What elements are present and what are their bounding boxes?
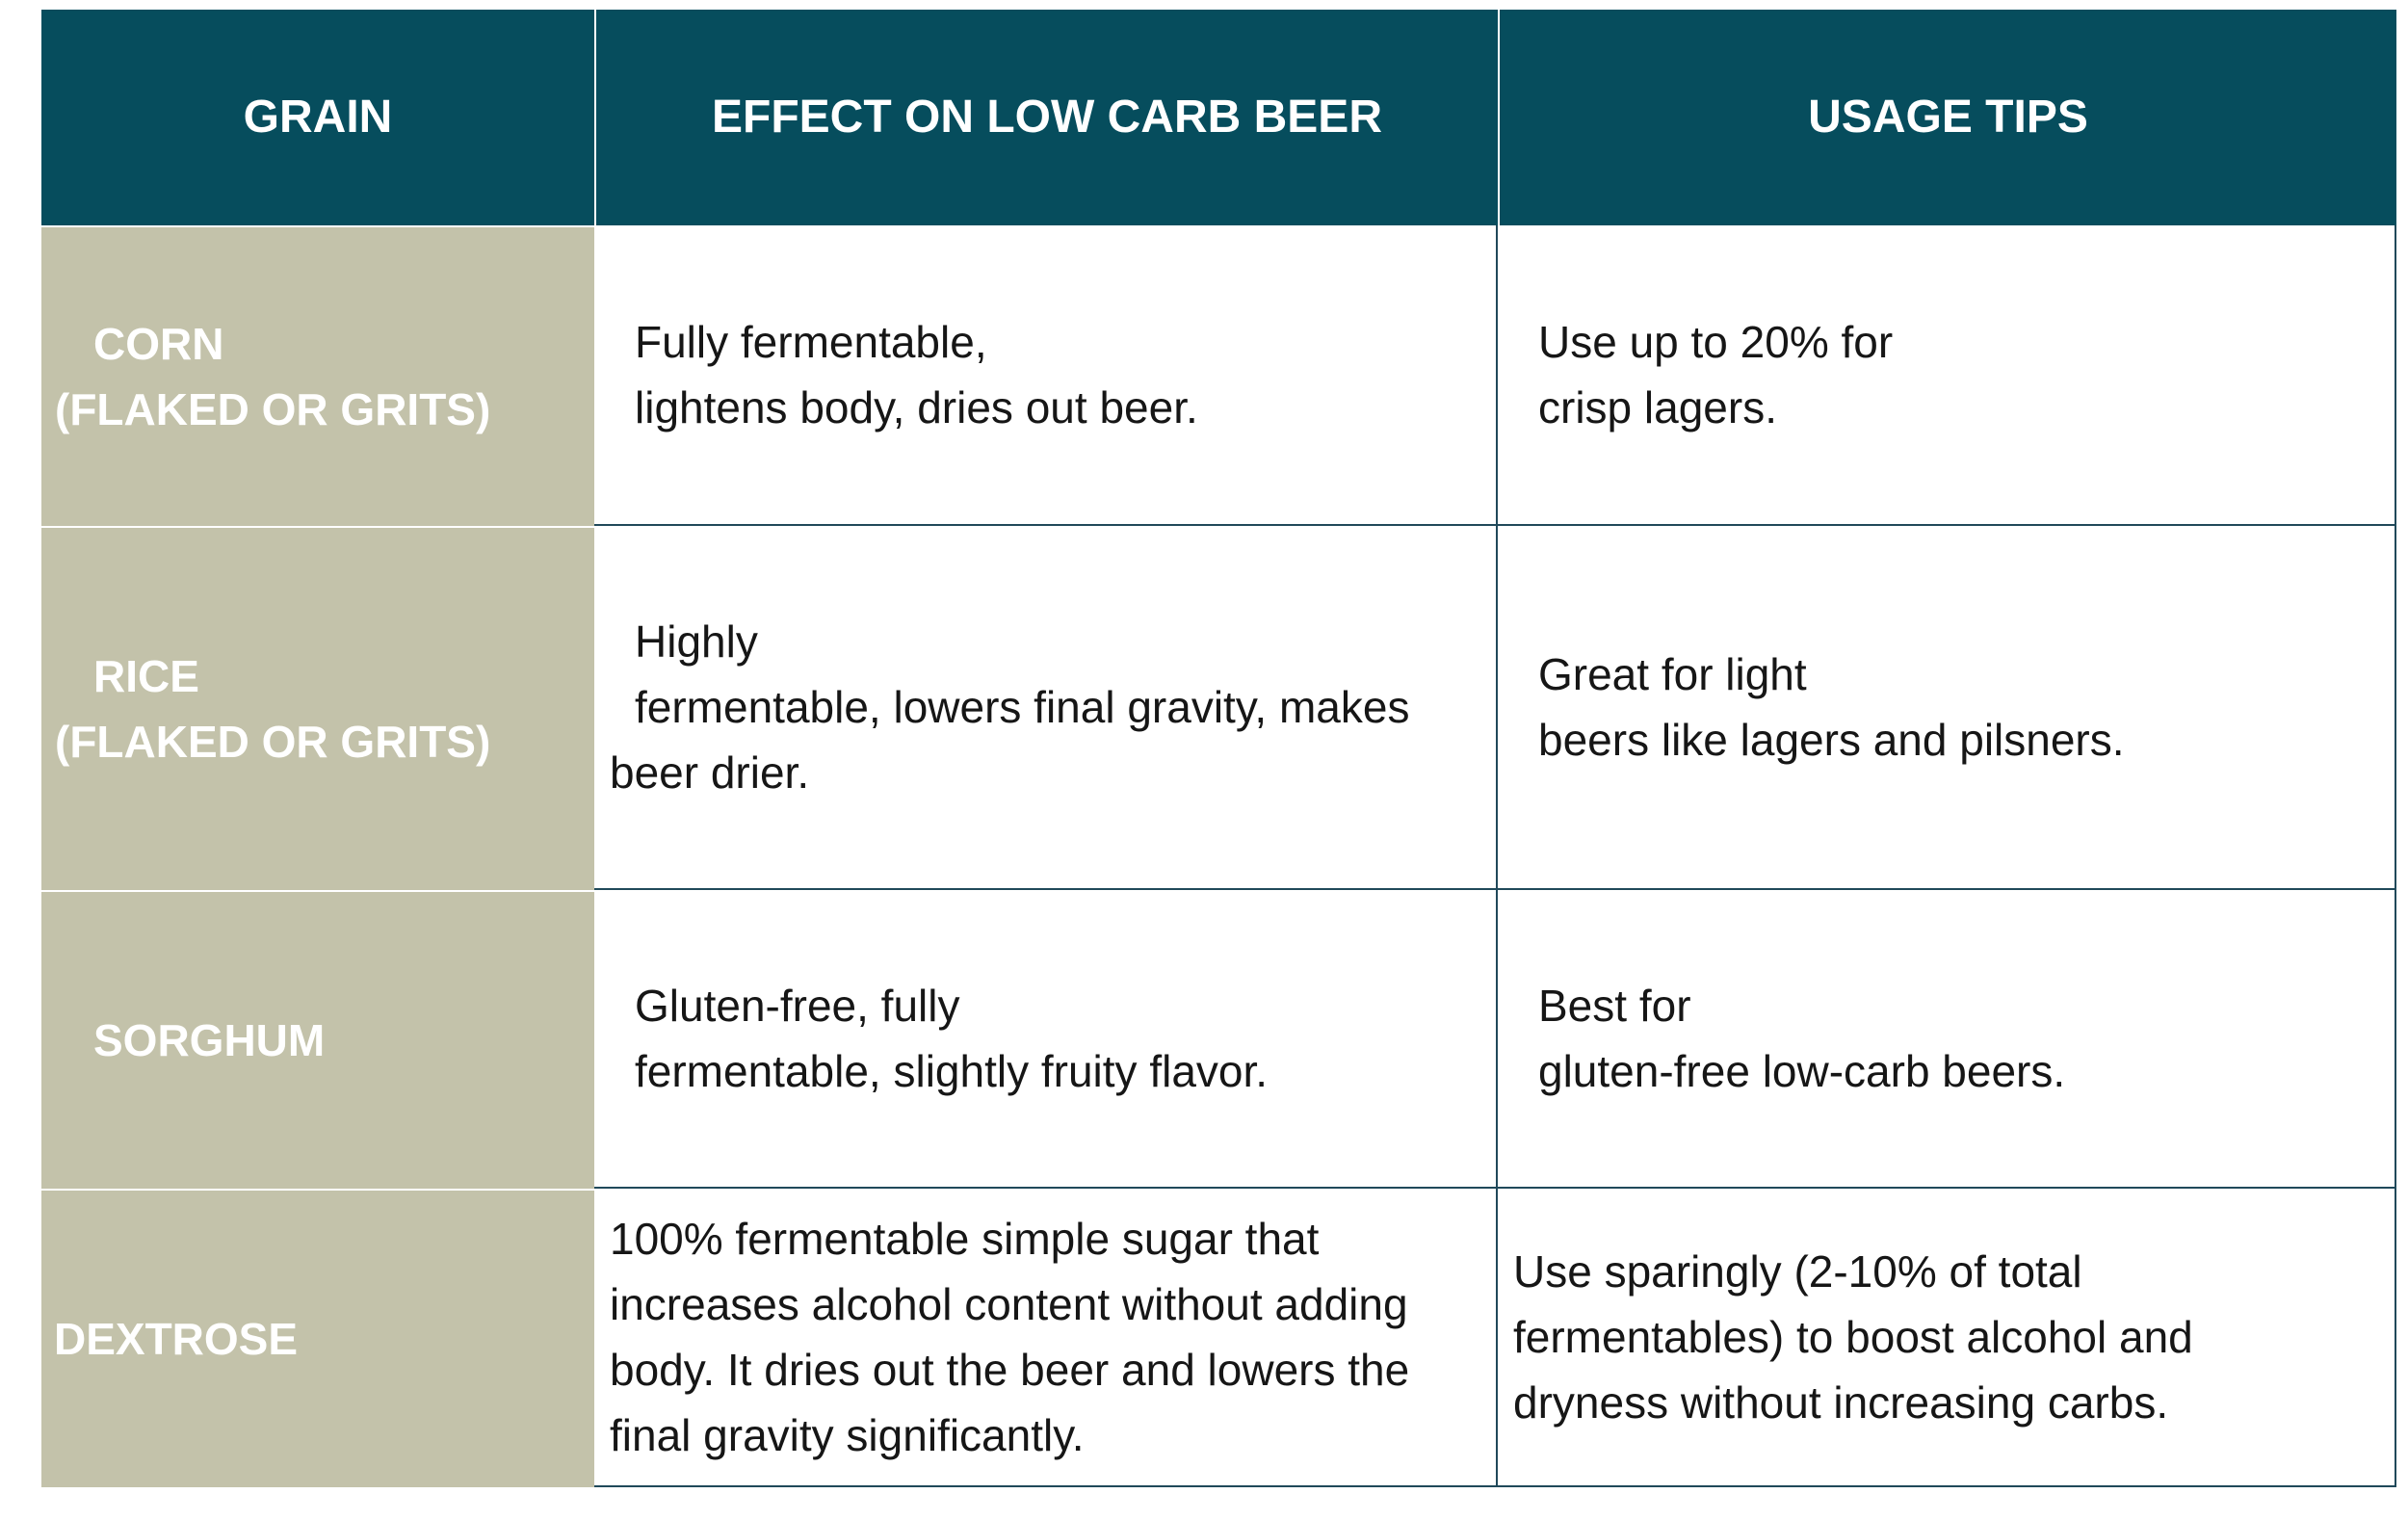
grain-cell-sorghum: SORGHUM — [41, 890, 594, 1189]
grain-form: (FLAKED OR GRITS) — [55, 717, 491, 767]
tips-line: Best for — [1538, 981, 1691, 1031]
grain-name: DEXTROSE — [54, 1314, 299, 1364]
grain-cell-dextrose: DEXTROSE — [41, 1189, 594, 1487]
grain-cell-rice: RICE (FLAKED OR GRITS) — [41, 526, 594, 890]
tips-cell-dextrose: Use sparingly (2-10% of total fermentabl… — [1498, 1189, 2396, 1487]
effect-cell-rice: Highly fermentable, lowers final gravity… — [594, 526, 1498, 890]
tips-line: Great for light — [1538, 649, 1807, 699]
effect-cell-sorghum: Gluten-free, fully fermentable, slightly… — [594, 890, 1498, 1189]
header-grain-label: GRAIN — [243, 92, 393, 143]
effect-line: final gravity significantly. — [610, 1410, 1085, 1460]
effect-line: increases alcohol content without adding — [610, 1279, 1408, 1329]
tips-line: Use up to 20% for — [1538, 317, 1894, 367]
tips-line: dryness without increasing carbs. — [1513, 1377, 2169, 1428]
grain-cell-corn: CORN (FLAKED OR GRITS) — [41, 225, 594, 526]
header-effect-label: EFFECT ON LOW CARB BEER — [712, 92, 1382, 143]
effect-cell-dextrose: 100% fermentable simple sugar that incre… — [594, 1189, 1498, 1487]
header-usage-tips-label: USAGE TIPS — [1808, 92, 2088, 143]
grain-name: SORGHUM — [93, 1015, 326, 1065]
effect-line: fermentable, lowers final gravity, makes — [635, 682, 1410, 732]
grain-form: (FLAKED OR GRITS) — [55, 384, 491, 434]
effect-line: beer drier. — [610, 747, 810, 798]
tips-cell-sorghum: Best for gluten-free low-carb beers. — [1498, 890, 2396, 1189]
header-usage-tips: USAGE TIPS — [1498, 10, 2396, 225]
tips-line: crisp lagers. — [1538, 382, 1777, 432]
effect-line: fermentable, slightly fruity flavor. — [635, 1046, 1269, 1096]
tips-line: beers like lagers and pilsners. — [1538, 715, 2125, 765]
tips-line: gluten-free low-carb beers. — [1538, 1046, 2066, 1096]
effect-line: Fully fermentable, — [635, 317, 987, 367]
grain-name: RICE — [93, 651, 199, 701]
grain-name: CORN — [93, 319, 224, 369]
tips-line: fermentables) to boost alcohol and — [1513, 1312, 2193, 1362]
header-effect: EFFECT ON LOW CARB BEER — [594, 10, 1498, 225]
effect-line: 100% fermentable simple sugar that — [610, 1214, 1320, 1264]
grain-table: GRAIN EFFECT ON LOW CARB BEER USAGE TIPS… — [41, 10, 2396, 1487]
effect-cell-corn: Fully fermentable, lightens body, dries … — [594, 225, 1498, 526]
effect-line: Highly — [635, 616, 758, 667]
effect-line: Gluten-free, fully — [635, 981, 960, 1031]
tips-line: Use sparingly (2-10% of total — [1513, 1246, 2082, 1297]
header-grain: GRAIN — [41, 10, 594, 225]
effect-line: body. It dries out the beer and lowers t… — [610, 1345, 1410, 1395]
tips-cell-corn: Use up to 20% for crisp lagers. — [1498, 225, 2396, 526]
effect-line: lightens body, dries out beer. — [635, 382, 1198, 432]
tips-cell-rice: Great for light beers like lagers and pi… — [1498, 526, 2396, 890]
